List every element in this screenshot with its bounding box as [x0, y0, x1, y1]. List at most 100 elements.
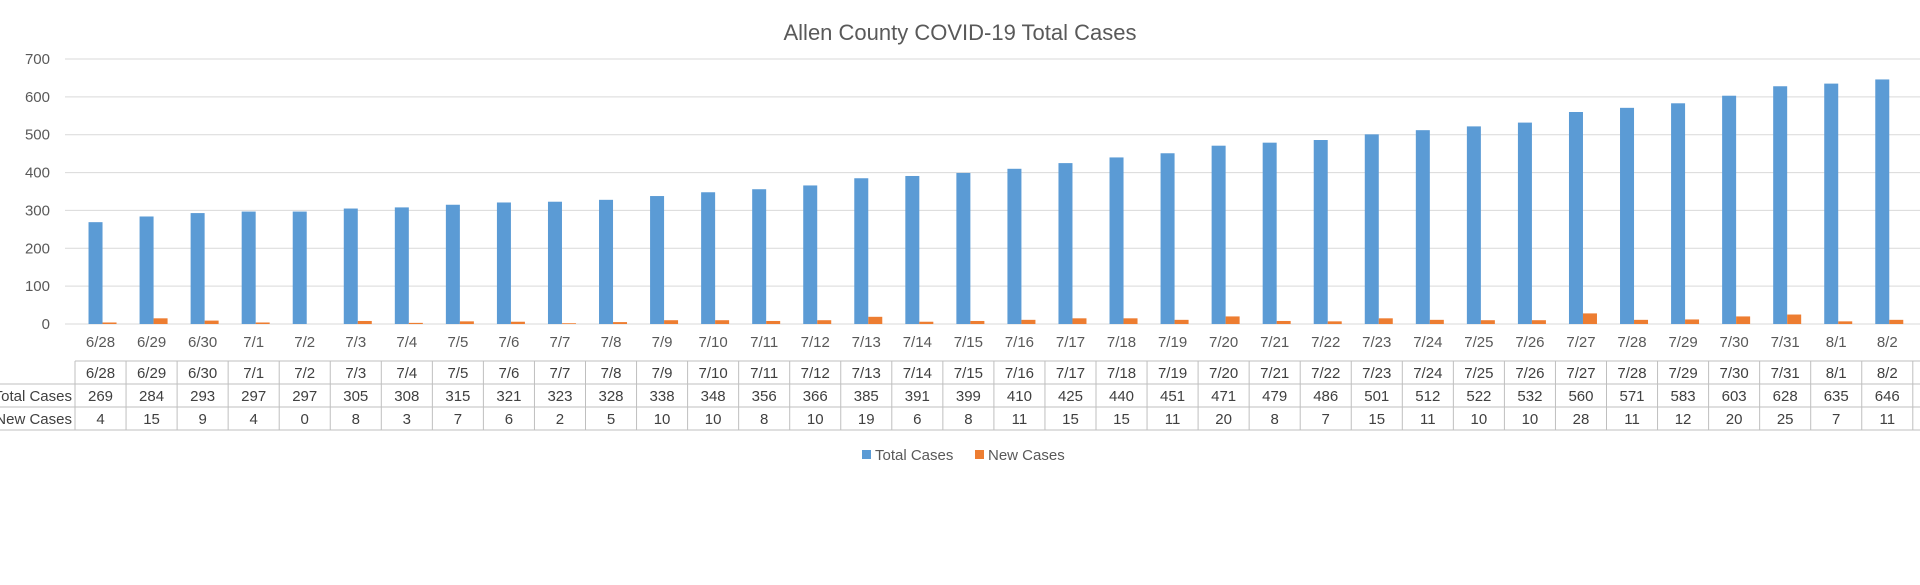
bar-total-cases [1517, 122, 1532, 324]
y-tick-label: 700 [25, 51, 50, 68]
table-cell-total-cases: 635 [1824, 388, 1849, 405]
table-cell-new-cases: 10 [807, 411, 824, 428]
bar-total-cases [241, 211, 256, 324]
table-cell-total-cases: 338 [650, 388, 675, 405]
x-tick-label: 7/31 [1771, 334, 1800, 351]
bar-new-cases [1685, 319, 1700, 324]
table-header-cell: 7/10 [699, 365, 728, 382]
table-cell-total-cases: 532 [1517, 388, 1542, 405]
table-cell-total-cases: 522 [1466, 388, 1491, 405]
x-tick-label: 7/19 [1158, 334, 1187, 351]
table-cell-total-cases: 471 [1211, 388, 1236, 405]
table-header-cell: 7/7 [550, 365, 571, 382]
y-tick-label: 200 [25, 240, 50, 257]
table-header-cell: 7/4 [396, 365, 417, 382]
bar-total-cases [1262, 142, 1277, 324]
table-cell-new-cases: 10 [1522, 411, 1539, 428]
x-tick-label: 7/24 [1413, 334, 1442, 351]
table-cell-new-cases: 11 [1879, 411, 1895, 428]
bar-total-cases [292, 211, 307, 324]
table-cell-new-cases: 11 [1012, 411, 1028, 428]
bar-new-cases [1429, 319, 1444, 324]
table-header-cell: 7/12 [801, 365, 830, 382]
table-header-cell: 7/13 [852, 365, 881, 382]
table-cell-new-cases: 10 [705, 411, 722, 428]
bar-new-cases [919, 321, 934, 324]
bar-new-cases [357, 320, 372, 324]
table-cell-total-cases: 628 [1773, 388, 1798, 405]
table-cell-total-cases: 399 [956, 388, 981, 405]
bar-total-cases [599, 199, 614, 324]
legend: Total Cases New Cases [862, 447, 1065, 464]
table-header-cell: 8/2 [1877, 365, 1898, 382]
table-cell-new-cases: 7 [454, 411, 462, 428]
table-cell-total-cases: 315 [445, 388, 470, 405]
bar-new-cases [613, 322, 628, 324]
bar-new-cases [970, 320, 985, 324]
table-header-cell: 7/15 [954, 365, 983, 382]
bar-total-cases [1722, 95, 1737, 324]
bar-new-cases [1123, 318, 1138, 324]
table-cell-new-cases: 12 [1675, 411, 1692, 428]
table-header-cell: 7/8 [601, 365, 622, 382]
bar-new-cases [1276, 320, 1291, 324]
y-axis-ticks: 0 100 200 300 400 500 600 700 [25, 51, 50, 333]
bar-new-cases [1582, 313, 1597, 324]
bar-total-cases [547, 201, 562, 324]
table-cell-total-cases: 356 [752, 388, 777, 405]
x-tick-label: 7/29 [1668, 334, 1697, 351]
table-header-cell: 7/22 [1311, 365, 1340, 382]
table-cell-new-cases: 15 [1368, 411, 1385, 428]
x-tick-label: 8/2 [1877, 334, 1898, 351]
data-table: 6/28 6/29 6/30 7/1 7/2 7/3 7/4 7/5 7/6 7/7 7/8 7/9 7… [0, 360, 1920, 431]
table-cell-total-cases: 571 [1620, 388, 1645, 405]
bar-total-cases [1671, 103, 1686, 325]
bar-total-cases [956, 172, 971, 324]
bar-total-cases [1211, 145, 1226, 324]
x-tick-label: 7/6 [498, 334, 519, 351]
table-header-cell: 7/20 [1209, 365, 1238, 382]
x-tick-label: 7/18 [1107, 334, 1136, 351]
table-cell-total-cases: 391 [905, 388, 930, 405]
x-tick-label: 6/30 [188, 334, 217, 351]
table-row-label: New Cases [0, 411, 72, 428]
bar-new-cases [1838, 321, 1853, 324]
y-tick-label: 400 [25, 165, 50, 182]
x-tick-label: 7/13 [852, 334, 881, 351]
bar-total-cases [701, 192, 716, 324]
table-cell-new-cases: 4 [96, 411, 104, 428]
table-cell-total-cases: 425 [1058, 388, 1083, 405]
y-tick-label: 100 [25, 278, 50, 295]
table-cell-new-cases: 9 [198, 411, 206, 428]
table-cell-new-cases: 20 [1215, 411, 1232, 428]
table-header-cell: 7/23 [1362, 365, 1391, 382]
bar-total-cases [88, 222, 103, 324]
table-cell-total-cases: 479 [1262, 388, 1287, 405]
table-cell-total-cases: 297 [292, 388, 317, 405]
x-tick-label: 7/27 [1566, 334, 1595, 351]
bar-new-cases [766, 320, 781, 324]
table-cell-new-cases: 8 [1271, 411, 1279, 428]
table-cell-new-cases: 15 [143, 411, 160, 428]
table-cell-total-cases: 297 [241, 388, 266, 405]
x-tick-label: 7/11 [750, 334, 778, 351]
table-cell-new-cases: 6 [505, 411, 513, 428]
table-header-cell: 7/21 [1260, 365, 1289, 382]
table-header-cell: 7/9 [652, 365, 673, 382]
table-header-cell: 6/28 [86, 365, 115, 382]
table-cell-total-cases: 583 [1671, 388, 1696, 405]
table-header-cell: 7/31 [1771, 365, 1800, 382]
x-tick-label: 7/1 [243, 334, 264, 351]
table-cell-new-cases: 7 [1322, 411, 1330, 428]
bar-total-cases [394, 207, 409, 324]
bar-new-cases [1634, 319, 1649, 324]
bar-new-cases [715, 320, 730, 324]
legend-swatch-total-cases [862, 450, 871, 459]
bar-total-cases [1364, 134, 1379, 324]
table-header-cell: 7/28 [1617, 365, 1646, 382]
x-tick-label: 7/17 [1056, 334, 1085, 351]
table-header-cell: 7/29 [1668, 365, 1697, 382]
x-tick-label: 7/22 [1311, 334, 1340, 351]
